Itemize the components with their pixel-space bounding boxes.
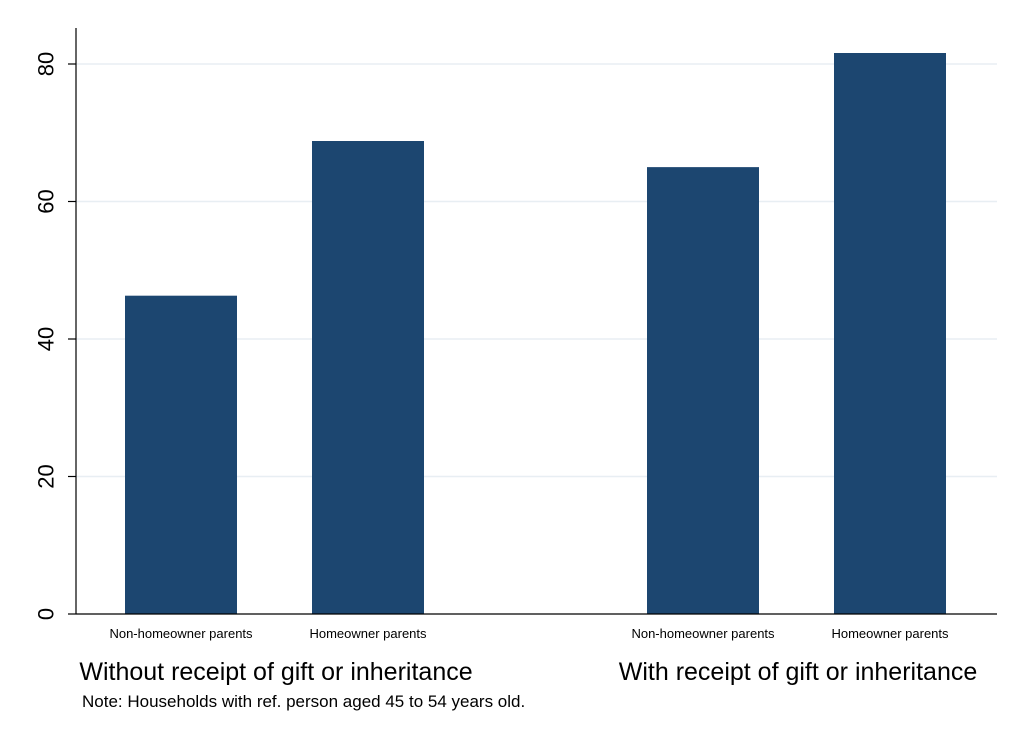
y-tick-label: 80 bbox=[34, 52, 59, 76]
category-label: Homeowner parents bbox=[831, 626, 949, 641]
y-ticks: 0 20 40 60 80 bbox=[34, 52, 76, 620]
group-labels: Without receipt of gift or inheritance Wi… bbox=[79, 658, 977, 686]
bar bbox=[312, 141, 424, 614]
bar bbox=[834, 53, 946, 614]
y-tick-label: 60 bbox=[34, 189, 59, 213]
axes bbox=[75, 28, 997, 615]
bar bbox=[125, 295, 237, 614]
bar bbox=[647, 167, 759, 614]
group-label: Without receipt of gift or inheritance bbox=[79, 658, 472, 686]
chart-note: Note: Households with ref. person aged 4… bbox=[82, 692, 526, 711]
category-labels: Non-homeowner parents Homeowner parents No… bbox=[109, 626, 949, 641]
y-tick-label: 0 bbox=[34, 608, 59, 620]
category-label: Non-homeowner parents bbox=[109, 626, 253, 641]
group-label: With receipt of gift or inheritance bbox=[619, 658, 978, 686]
bars bbox=[125, 53, 946, 614]
y-tick-label: 40 bbox=[34, 327, 59, 351]
category-label: Non-homeowner parents bbox=[631, 626, 775, 641]
y-tick-label: 20 bbox=[34, 464, 59, 488]
category-label: Homeowner parents bbox=[309, 626, 427, 641]
